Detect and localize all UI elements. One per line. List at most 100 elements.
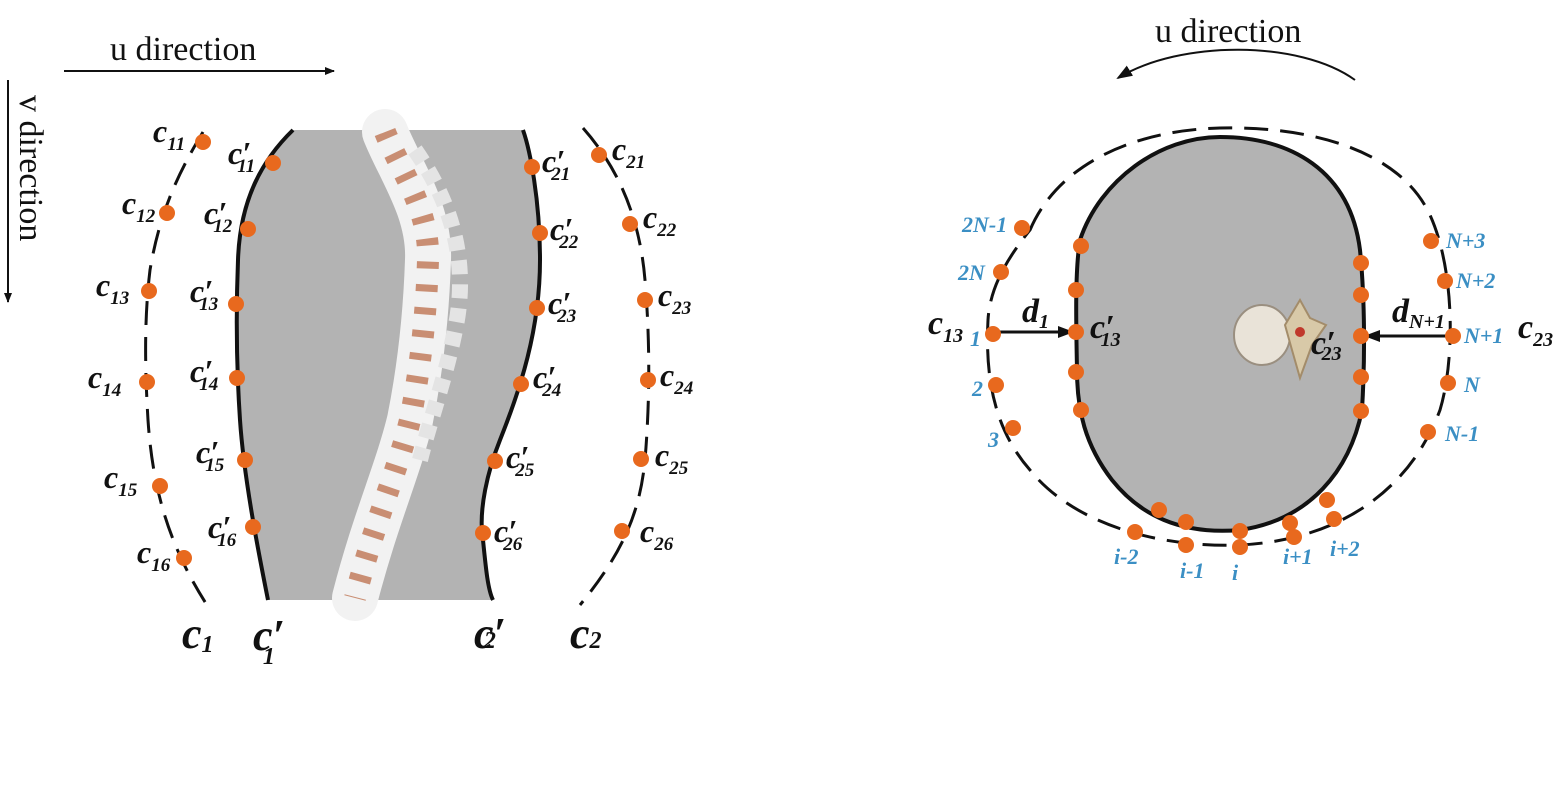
point-c22-prime bbox=[532, 225, 548, 241]
label-c2-prime: c′2 bbox=[474, 609, 506, 658]
point-N+3 bbox=[1423, 233, 1439, 249]
c1-labels: c11 c12 c13 c14 c15 c16 bbox=[88, 113, 185, 576]
inner-point bbox=[1353, 287, 1369, 303]
label-c23: c23 bbox=[658, 277, 691, 319]
label-c21-prime: c′21 bbox=[542, 143, 570, 185]
point-2 bbox=[988, 377, 1004, 393]
index-2N: 2N bbox=[957, 260, 986, 285]
point-c13-prime bbox=[228, 296, 244, 312]
c1-points bbox=[139, 134, 211, 566]
inner-point bbox=[1353, 369, 1369, 385]
index-labels: 2N-1 2N 1 2 3 i-2 i-1 i i+1 i+2 N+3 N+2 … bbox=[957, 212, 1503, 585]
point-c24-prime bbox=[513, 376, 529, 392]
point-3 bbox=[1005, 420, 1021, 436]
u-direction-label: u direction bbox=[110, 31, 256, 68]
point-c22 bbox=[622, 216, 638, 232]
label-c22-prime: c′22 bbox=[550, 211, 579, 253]
label-c24-prime: c′24 bbox=[533, 359, 561, 401]
point-c11 bbox=[195, 134, 211, 150]
point-c15 bbox=[152, 478, 168, 494]
point-2N-1 bbox=[1014, 220, 1030, 236]
label-c23-right: c23 bbox=[1518, 309, 1553, 351]
label-c11-prime: c′11 bbox=[228, 135, 255, 177]
inner-point bbox=[1353, 403, 1369, 419]
label-c14: c14 bbox=[88, 359, 121, 401]
curve-c2-prime bbox=[479, 129, 543, 601]
label-c23-prime: c′23 bbox=[548, 285, 576, 327]
curve-c1 bbox=[144, 131, 209, 606]
point-i+2 bbox=[1326, 511, 1342, 527]
index-i+1: i+1 bbox=[1283, 544, 1313, 569]
inner-point bbox=[1319, 492, 1335, 508]
point-c14-prime bbox=[229, 370, 245, 386]
point-c13 bbox=[141, 283, 157, 299]
point-c11-prime bbox=[265, 155, 281, 171]
c2p-points bbox=[475, 159, 548, 541]
label-c15: c15 bbox=[104, 459, 138, 501]
label-c22: c22 bbox=[643, 199, 677, 241]
label-c1: c1 bbox=[182, 609, 214, 658]
point-c15-prime bbox=[237, 452, 253, 468]
point-1 bbox=[985, 326, 1001, 342]
c2p-labels: c′21 c′22 c′23 c′24 c′25 c′26 bbox=[494, 143, 579, 555]
point-c23 bbox=[637, 292, 653, 308]
index-1: 1 bbox=[970, 326, 981, 351]
label-c12-prime: c′12 bbox=[204, 195, 233, 237]
inner-point bbox=[1151, 502, 1167, 518]
point-c24 bbox=[640, 372, 656, 388]
point-c25 bbox=[633, 451, 649, 467]
point-2N bbox=[993, 264, 1009, 280]
left-panel: u direction v direction bbox=[4, 31, 693, 670]
point-c26-prime bbox=[475, 525, 491, 541]
label-c13-right: c13 bbox=[928, 305, 963, 347]
label-c25-prime: c′25 bbox=[506, 439, 535, 481]
body-cross-section bbox=[1074, 134, 1367, 533]
inner-point bbox=[1068, 282, 1084, 298]
label-c16: c16 bbox=[137, 534, 171, 576]
label-c13: c13 bbox=[96, 267, 129, 309]
u-direction-label-right: u direction bbox=[1155, 13, 1301, 50]
label-c16-prime: c′16 bbox=[208, 509, 237, 551]
index-i+2: i+2 bbox=[1330, 536, 1360, 561]
inner-point bbox=[1068, 364, 1084, 380]
right-main-labels: c13 c′13 d1 c′23 dN+1 c23 bbox=[928, 293, 1553, 365]
inner-point bbox=[1282, 515, 1298, 531]
label-d1: d1 bbox=[1022, 293, 1049, 333]
c2-points bbox=[591, 147, 656, 539]
curve-labels: c1 c′1 c′2 c2 bbox=[182, 609, 602, 670]
inner-point bbox=[1232, 523, 1248, 539]
point-c16-prime bbox=[245, 519, 261, 535]
u-direction-arrow-right bbox=[1116, 48, 1356, 81]
point-i-1 bbox=[1178, 537, 1194, 553]
inner-point bbox=[1073, 402, 1089, 418]
inner-point bbox=[1178, 514, 1194, 530]
label-c11: c11 bbox=[153, 113, 185, 155]
point-N+2 bbox=[1437, 273, 1453, 289]
point-N+1 bbox=[1445, 328, 1461, 344]
index-N+3: N+3 bbox=[1445, 228, 1485, 253]
label-c25: c25 bbox=[655, 437, 689, 479]
index-2: 2 bbox=[971, 376, 983, 401]
index-i-2: i-2 bbox=[1114, 544, 1138, 569]
label-dN1: dN+1 bbox=[1392, 293, 1445, 333]
v-direction-label: v direction bbox=[12, 95, 49, 241]
point-c23-prime-right bbox=[1353, 328, 1369, 344]
label-c21: c21 bbox=[612, 131, 645, 173]
c2-labels: c21 c22 c23 c24 c25 c26 bbox=[612, 131, 693, 555]
inner-points bbox=[1068, 238, 1369, 539]
index-N+1: N+1 bbox=[1463, 323, 1503, 348]
point-c23-prime bbox=[529, 300, 545, 316]
inner-point bbox=[1353, 255, 1369, 271]
point-i+1 bbox=[1286, 529, 1302, 545]
point-c12-prime bbox=[240, 221, 256, 237]
point-i-2 bbox=[1127, 524, 1143, 540]
label-c24: c24 bbox=[660, 357, 693, 399]
index-N+2: N+2 bbox=[1455, 268, 1495, 293]
point-c12 bbox=[159, 205, 175, 221]
point-c26 bbox=[614, 523, 630, 539]
label-c26-prime: c′26 bbox=[494, 513, 523, 555]
index-N: N bbox=[1463, 372, 1481, 397]
index-3: 3 bbox=[987, 427, 999, 452]
point-i bbox=[1232, 539, 1248, 555]
point-c13-prime-right bbox=[1068, 324, 1084, 340]
